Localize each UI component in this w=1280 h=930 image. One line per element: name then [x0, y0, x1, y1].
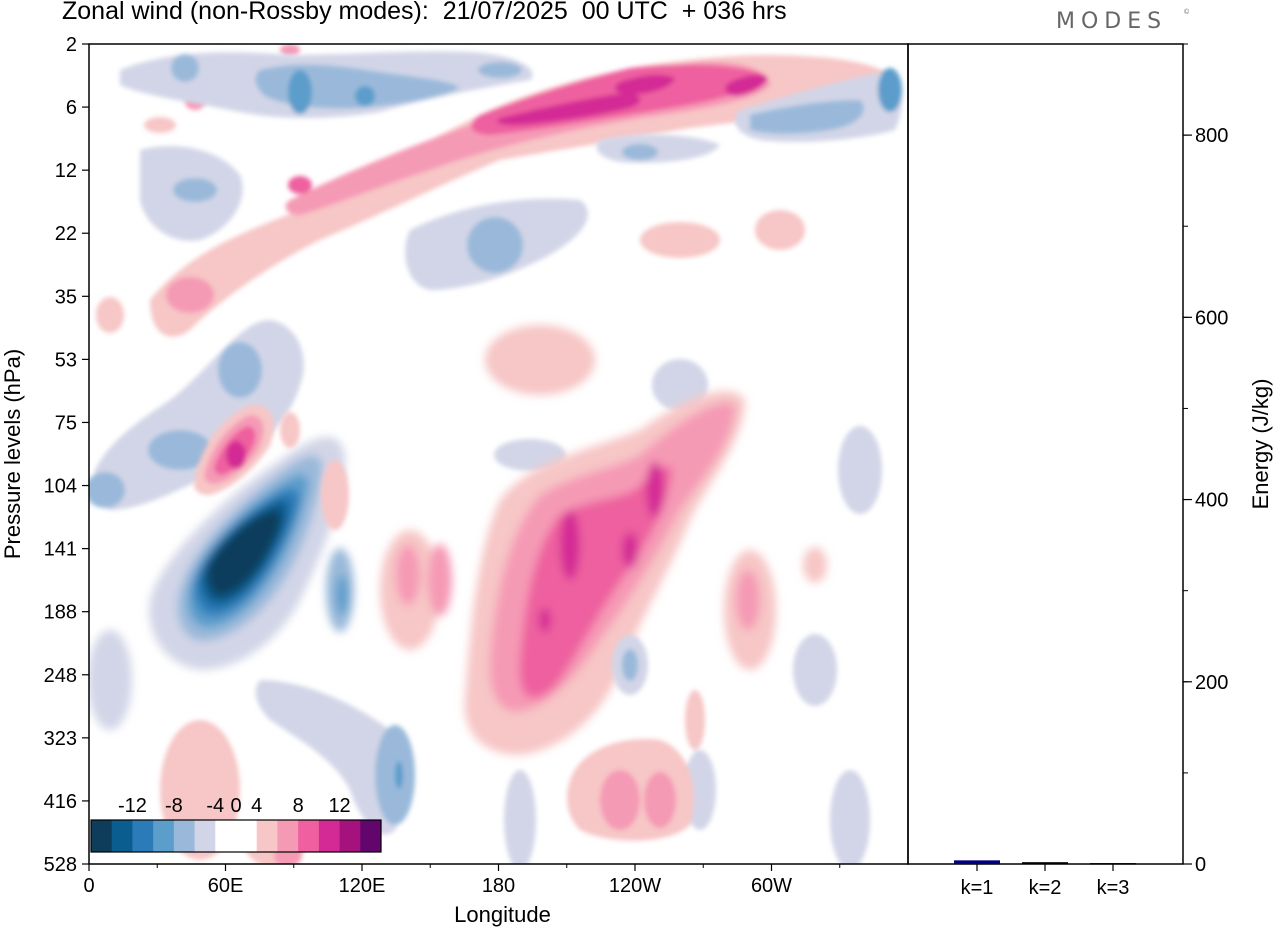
y-tick-label: 6 — [66, 97, 77, 119]
colorbar-segment — [215, 820, 237, 852]
y-tick-label: 75 — [55, 412, 77, 434]
y-tick-label: 416 — [44, 791, 77, 813]
mid-level-negative — [89, 320, 882, 514]
y-tick-label: 141 — [44, 539, 77, 561]
y-tick-label: 53 — [55, 349, 77, 371]
colorbar-label: -4 — [206, 795, 224, 817]
colorbar-segment — [153, 820, 175, 852]
colorbar-segment — [360, 820, 382, 852]
colorbar-frame — [90, 819, 382, 853]
energy-bar-label: k=1 — [961, 877, 994, 899]
x-tick-label: 60E — [208, 875, 244, 897]
colorbar-label: 8 — [293, 795, 304, 817]
y-tick-label: 12 — [55, 160, 77, 182]
colorbar-segment — [236, 820, 258, 852]
y-tick-label: 104 — [44, 476, 77, 498]
energy-bar-k=3 — [1090, 863, 1136, 865]
y-tick-label: 323 — [44, 728, 77, 750]
colorbar-segment — [111, 820, 133, 852]
stratospheric-positive-band — [96, 44, 890, 337]
y-axis-title: Pressure levels (hPa) — [0, 349, 25, 559]
energy-tick-label: 600 — [1195, 307, 1228, 329]
colorbar-label: 4 — [251, 795, 262, 817]
y-tick-label: 35 — [55, 286, 77, 308]
modes-logo: MODES — [1056, 9, 1168, 34]
energy-bar-k=2 — [1022, 862, 1068, 864]
x-tick-label: 60W — [751, 875, 792, 897]
energy-bar-k=1 — [954, 860, 1000, 864]
energy-panel-frame — [907, 43, 1184, 865]
colorbar-segment — [339, 820, 361, 852]
colorbar-segment — [194, 820, 216, 852]
colorbar-label: -8 — [165, 795, 183, 817]
colorbar-label: 0 — [230, 795, 241, 817]
x-axis-title: Longitude — [454, 902, 551, 927]
energy-bar-label: k=3 — [1097, 877, 1130, 899]
y-tick-label: 22 — [55, 223, 77, 245]
energy-axis-title: Energy (J/kg) — [1248, 379, 1273, 510]
energy-tick-label: 200 — [1195, 672, 1228, 694]
x-tick-label: 120E — [339, 875, 386, 897]
y-tick-label: 188 — [44, 602, 77, 624]
axes-layer: 0 60E 120E 180 120W 60W Longitude 2 6 12 22 35 53 75 1… — [0, 34, 1273, 927]
positive-lower-region — [380, 325, 827, 755]
colorbar-segment — [256, 820, 278, 852]
colorbar-label: -12 — [118, 795, 147, 817]
colorbar-segment — [173, 820, 196, 852]
y-tick-label: 248 — [44, 665, 77, 687]
colorbar-segment — [132, 820, 154, 852]
colorbar-segment — [298, 820, 320, 852]
y-tick-label: 528 — [44, 854, 77, 876]
y-tick-label: 2 — [66, 34, 77, 56]
energy-bar-label: k=2 — [1029, 877, 1062, 899]
negative-jet-core — [89, 436, 354, 730]
colorbar-segment — [91, 820, 113, 852]
energy-tick-label: 0 — [1195, 854, 1206, 876]
positive-upper-core — [194, 404, 349, 530]
copyright-mark: © — [1184, 9, 1190, 16]
stratospheric-negative-band — [120, 51, 902, 290]
lower-troposphere — [160, 634, 870, 864]
colorbar-segment — [318, 820, 341, 852]
energy-tick-label: 400 — [1195, 490, 1228, 512]
x-tick-label: 120W — [609, 875, 661, 897]
chart-title: Zonal wind (non-Rossby modes): 21/07/202… — [62, 0, 787, 25]
x-tick-label: 0 — [83, 875, 94, 897]
energy-tick-label: 800 — [1195, 125, 1228, 147]
zonal-wind-field — [89, 44, 902, 864]
x-tick-label: 180 — [482, 875, 515, 897]
colorbar-label: 12 — [328, 795, 350, 817]
colorbar-segment — [277, 820, 299, 852]
